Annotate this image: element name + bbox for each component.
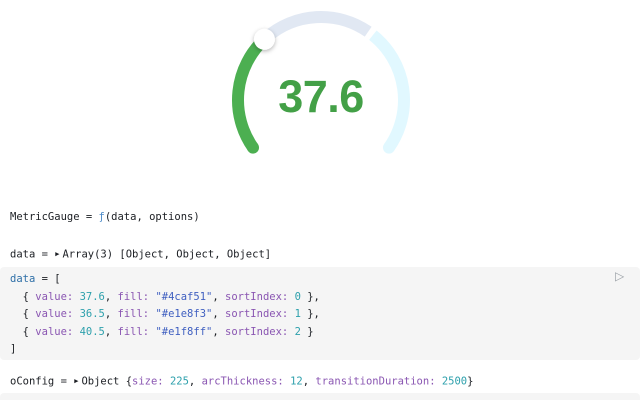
code-token-plain: , bbox=[212, 290, 226, 303]
gauge-center-value: 37.6 bbox=[278, 71, 364, 122]
code-token-plain: { bbox=[10, 325, 36, 338]
code-token-key: sortIndex: bbox=[225, 325, 289, 338]
code-token-plain: } bbox=[467, 375, 474, 388]
run-cell-button[interactable]: ▷ bbox=[615, 269, 625, 283]
code-token-plain: { bbox=[10, 308, 36, 320]
expand-caret-icon[interactable]: ▶ bbox=[74, 377, 79, 385]
code-token-plain: Array(3) [Object, Object, Object] bbox=[62, 248, 272, 261]
code-token-plain: MetricGauge = bbox=[10, 211, 99, 223]
code-token-plain: , bbox=[188, 375, 202, 388]
code-token-plain: , bbox=[104, 290, 118, 303]
code-token-plain: = [ bbox=[35, 273, 61, 285]
code-token-str: "#e1e8f3" bbox=[155, 308, 213, 320]
code-line: { value: 37.6, fill: "#4caf51", sortInde… bbox=[10, 289, 630, 307]
code-token-str: "#e1f8ff" bbox=[155, 325, 213, 338]
code-token-plain: { bbox=[10, 290, 36, 303]
gauge-arc-start-cap bbox=[247, 141, 260, 154]
code-token-num: 40.5 bbox=[79, 325, 105, 338]
code-token-key: value: bbox=[35, 308, 74, 320]
code-token-key: size: bbox=[132, 375, 164, 388]
expand-caret-icon[interactable]: ▶ bbox=[55, 250, 60, 258]
code-token-key: transitionDuration: bbox=[315, 375, 436, 388]
code-token-num: 12 bbox=[290, 375, 303, 388]
code-token-key: sortIndex: bbox=[225, 290, 289, 303]
code-token-plain: , bbox=[212, 325, 226, 338]
gauge-knob bbox=[253, 28, 275, 50]
code-token-num: 1 bbox=[294, 308, 301, 320]
code-token-num: 37.6 bbox=[79, 290, 105, 303]
code-token-key: arcThickness: bbox=[201, 375, 284, 388]
code-token-key: fill: bbox=[117, 325, 150, 338]
cell-output-metricgauge[interactable]: MetricGauge = ƒ(data, options) bbox=[10, 210, 200, 224]
code-editor-cell[interactable]: data = [ { value: 37.6, fill: "#4caf51",… bbox=[0, 267, 640, 360]
code-token-plain: }, bbox=[300, 308, 320, 320]
code-token-plain: data = bbox=[10, 248, 55, 261]
code-token-plain: , bbox=[104, 325, 118, 338]
code-token-num: 2500 bbox=[441, 375, 468, 388]
gauge-arc-end-cap bbox=[382, 141, 395, 154]
code-line: ] bbox=[10, 341, 630, 359]
code-token-plain: , bbox=[104, 308, 118, 320]
code-token-plain: , bbox=[302, 375, 316, 388]
cell-output-data-summary[interactable]: data = ▶ Array(3) [Object, Object, Object… bbox=[10, 247, 271, 262]
code-token-fn: ƒ bbox=[98, 211, 105, 223]
code-token-key: value: bbox=[35, 325, 74, 338]
code-token-key: sortIndex: bbox=[225, 308, 289, 320]
code-token-key: fill: bbox=[117, 290, 150, 303]
next-cell-editor-partial[interactable] bbox=[0, 393, 640, 400]
code-token-plain: }, bbox=[300, 290, 320, 303]
code-token-num: 225 bbox=[169, 375, 189, 388]
code-token-plain: oConfig = bbox=[10, 375, 74, 388]
code-token-key: fill: bbox=[117, 308, 150, 320]
gauge-arc-segment-lightblue bbox=[368, 30, 410, 152]
code-token-num: 2 bbox=[294, 325, 301, 338]
code-line: data = [ bbox=[10, 271, 630, 289]
code-token-num: 36.5 bbox=[79, 308, 105, 320]
gauge-output-cell: 37.6 bbox=[0, 0, 640, 178]
metric-gauge-chart bbox=[232, 11, 410, 154]
code-token-str: "#4caf51" bbox=[155, 290, 213, 303]
code-token-plain: Object { bbox=[81, 375, 133, 388]
code-token-plain: , bbox=[212, 308, 226, 320]
code-line: { value: 36.5, fill: "#e1e8f3", sortInde… bbox=[10, 306, 630, 324]
code-token-plain: ] bbox=[10, 343, 17, 355]
gauge-arc-segment-green bbox=[232, 34, 269, 152]
code-token-plain: } bbox=[300, 325, 314, 338]
code-token-def: data bbox=[10, 273, 36, 285]
cell-output-oconfig-summary[interactable]: oConfig = ▶ Object {size: 225, arcThickne… bbox=[10, 374, 473, 389]
code-token-num: 0 bbox=[294, 290, 301, 303]
code-line: { value: 40.5, fill: "#e1f8ff", sortInde… bbox=[10, 324, 630, 342]
code-token-plain: (data, options) bbox=[104, 211, 200, 223]
code-token-key: value: bbox=[35, 290, 74, 303]
gauge-arc-segment-lavender bbox=[262, 11, 372, 42]
